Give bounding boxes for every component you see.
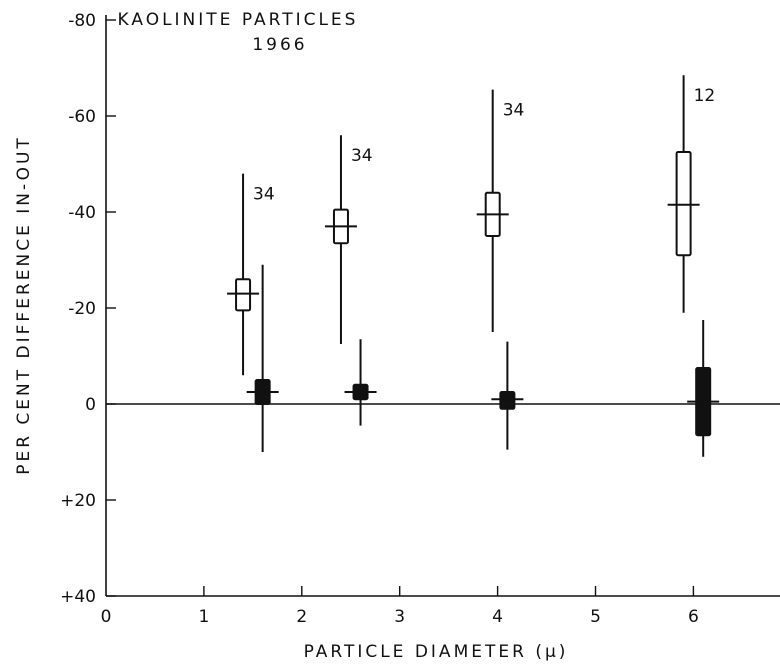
chart-title-line2: 1966	[252, 35, 307, 55]
iqr-box	[499, 391, 516, 410]
x-tick-label: 1	[198, 607, 209, 627]
open-box-plot: 34	[324, 135, 373, 344]
x-tick-label: 3	[394, 607, 405, 627]
sample-size-label: 34	[351, 146, 373, 166]
sample-size-label: 12	[694, 86, 716, 106]
x-axis-title: PARTICLE DIAMETER (μ)	[304, 642, 569, 662]
y-tick-label: -20	[68, 299, 96, 319]
filled-box-plot	[687, 320, 720, 457]
box-plots: 34 34 34 12	[227, 75, 720, 457]
x-tick-label: 2	[296, 607, 307, 627]
open-box-plot: 34	[476, 89, 525, 332]
chart-title-line1: KAOLINITE PARTICLES	[118, 10, 359, 30]
open-box-plot: 12	[667, 75, 716, 313]
sample-size-label: 34	[253, 185, 275, 205]
filled-box-plot	[246, 264, 279, 452]
y-axis-title: PER CENT DIFFERENCE IN-OUT	[14, 135, 34, 475]
filled-box-plot	[344, 339, 377, 426]
filled-box-plot	[491, 341, 524, 450]
y-tick-label: -80	[68, 11, 96, 31]
y-tick-label: +20	[60, 491, 96, 511]
chart-title: KAOLINITE PARTICLES 1966	[118, 10, 359, 55]
sample-size-label: 34	[503, 101, 525, 121]
iqr-box	[675, 151, 692, 257]
x-tick-label: 5	[590, 607, 601, 627]
y-ticks: -80 -60 -40 -20 0 +20 +40	[60, 11, 116, 607]
x-tick-label: 4	[492, 607, 503, 627]
y-tick-label: -40	[68, 203, 96, 223]
y-tick-label: 0	[85, 395, 96, 415]
open-box-plot: 34	[227, 173, 275, 376]
y-tick-label: -60	[68, 107, 96, 127]
x-ticks: 01234567	[101, 586, 699, 627]
axes	[105, 15, 780, 597]
y-tick-label: +40	[60, 587, 96, 607]
x-tick-label: 0	[101, 607, 112, 627]
x-tick-label: 6	[688, 607, 699, 627]
iqr-box	[235, 278, 252, 312]
